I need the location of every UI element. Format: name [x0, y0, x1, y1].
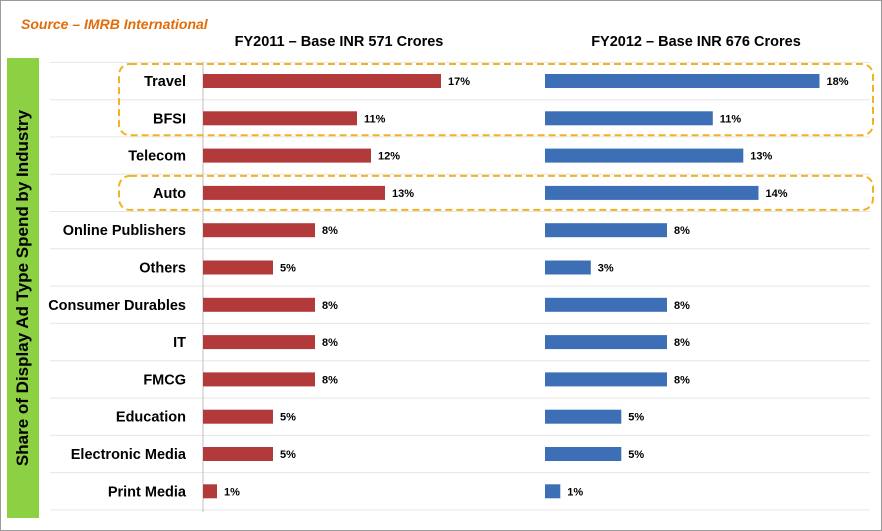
category-label: IT — [173, 335, 186, 351]
bar — [545, 74, 820, 88]
category-label: Online Publishers — [63, 223, 186, 239]
data-label: 8% — [674, 337, 690, 349]
bar — [203, 335, 315, 350]
data-label: 13% — [750, 151, 772, 163]
data-label: 5% — [280, 412, 296, 424]
bar — [203, 484, 217, 499]
highlight-box — [118, 174, 874, 211]
data-label: 3% — [598, 263, 614, 275]
data-label: 14% — [766, 188, 788, 200]
bar — [545, 111, 713, 126]
category-label: Auto — [153, 186, 186, 202]
data-label: 11% — [720, 113, 742, 125]
data-label: 8% — [674, 225, 690, 237]
data-label: 17% — [448, 76, 470, 88]
data-label: 5% — [628, 449, 644, 461]
category-label: BFSI — [153, 111, 186, 127]
bar — [545, 484, 561, 499]
y-axis-label-box: Share of Display Ad Type Spend by Indust… — [7, 58, 39, 518]
data-label: 1% — [224, 486, 240, 498]
category-label: Print Media — [108, 484, 187, 500]
bar — [203, 447, 273, 461]
category-label: Electronic Media — [71, 447, 187, 463]
bar — [545, 148, 744, 163]
category-label: Telecom — [128, 149, 186, 165]
data-label: 8% — [322, 374, 338, 386]
bar — [545, 447, 622, 461]
data-label: 1% — [567, 486, 583, 498]
data-label: 8% — [322, 300, 338, 312]
bar — [203, 372, 315, 387]
data-label: 5% — [280, 263, 296, 275]
data-label: 8% — [674, 300, 690, 312]
data-label: 5% — [628, 412, 644, 424]
bar — [545, 409, 622, 424]
bar — [203, 260, 273, 275]
bar — [203, 185, 385, 200]
data-label: 8% — [674, 374, 690, 386]
bar — [545, 260, 591, 275]
series-title: FY2011 – Base INR 571 Crores — [235, 34, 444, 50]
data-label: 5% — [280, 449, 296, 461]
bar — [545, 372, 667, 387]
source-note: Source – IMRB International — [21, 16, 208, 32]
bar — [203, 148, 371, 163]
bar — [203, 223, 315, 238]
data-label: 8% — [322, 337, 338, 349]
category-label: FMCG — [143, 372, 186, 388]
data-label: 13% — [392, 188, 414, 200]
bar — [545, 185, 759, 200]
bar — [545, 223, 667, 238]
category-label: Others — [139, 261, 186, 277]
bar — [203, 297, 315, 312]
highlight-box — [118, 63, 874, 137]
category-label: Education — [116, 410, 186, 426]
data-label: 18% — [827, 76, 849, 88]
data-label: 11% — [364, 113, 386, 125]
bar — [545, 297, 667, 312]
category-label: Travel — [144, 74, 186, 90]
category-label: Consumer Durables — [48, 298, 186, 314]
bar — [545, 335, 667, 350]
data-label: 8% — [322, 225, 338, 237]
bar — [203, 111, 357, 126]
bar — [203, 74, 441, 88]
bar — [203, 409, 273, 424]
series-title: FY2012 – Base INR 676 Crores — [591, 34, 801, 50]
data-label: 12% — [378, 151, 400, 163]
